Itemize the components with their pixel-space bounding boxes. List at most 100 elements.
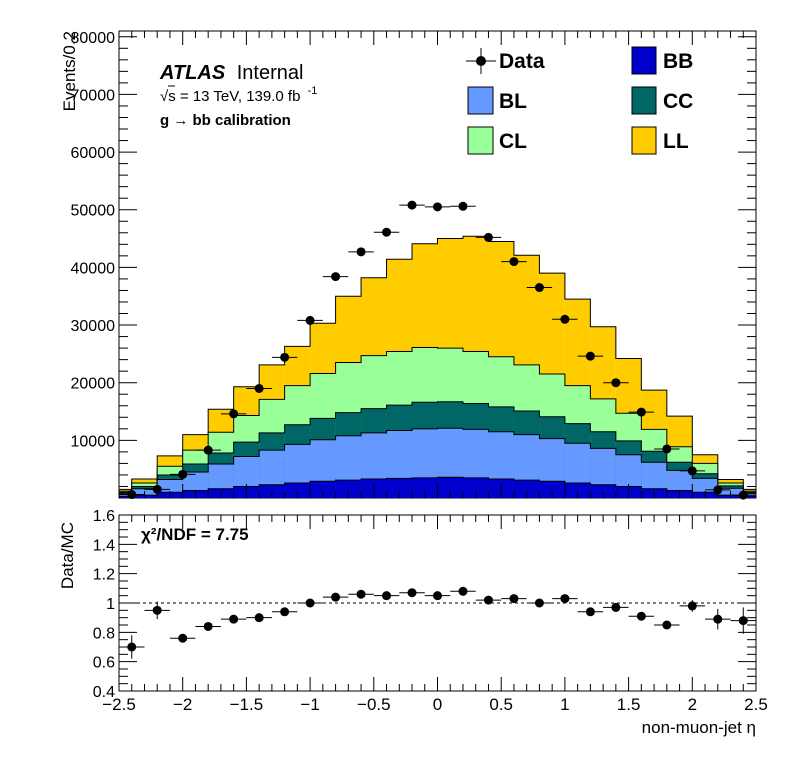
legend-entry-bl: BL <box>467 86 527 115</box>
main-y-axis-title: Events/0.2 <box>60 31 79 111</box>
svg-text:ATLAS Internal: ATLAS Internal <box>159 62 303 84</box>
hist-outline-ll <box>119 235 756 490</box>
ratio-axes: 0.4 0.6 0.8 1 1.2 1.4 1.6 −2.5 −2 −1.5 −1 −0.5 0 0.5 1… <box>93 508 768 714</box>
ratio-point <box>713 614 723 624</box>
ratio-ytick-label: 0.4 <box>93 684 115 701</box>
x-axis-title: non-muon-jet η <box>642 718 756 737</box>
main-ytick-label: 10000 <box>71 433 116 450</box>
data-point <box>534 283 544 293</box>
data-point <box>178 469 188 479</box>
x-tick-label: 0.5 <box>489 695 513 714</box>
legend-label-cc: CC <box>663 90 693 113</box>
data-point <box>407 200 417 210</box>
ratio-point <box>534 598 544 608</box>
main-ytick-label: 40000 <box>71 260 116 277</box>
legend-swatch-bb <box>631 46 657 75</box>
hist-bar-bl <box>743 493 756 498</box>
chi2-label: χ²/NDF = 7.75 <box>141 525 249 544</box>
data-point <box>382 227 392 237</box>
x-tick-label: −1 <box>300 695 319 714</box>
legend-swatch-cc <box>631 86 657 115</box>
data-point <box>331 272 341 282</box>
legend-entry-cl: CL <box>467 126 527 155</box>
main-ytick-label: 70000 <box>71 87 116 104</box>
ratio-point <box>611 602 621 612</box>
data-point <box>458 201 468 211</box>
hist-bar-bb <box>284 483 311 498</box>
data-point <box>687 466 697 476</box>
data-point <box>433 202 442 212</box>
data-point <box>203 445 213 455</box>
main-panel: 10000 20000 30000 40000 50000 60000 70000 80000… <box>60 30 757 500</box>
ratio-point <box>127 642 137 652</box>
x-tick-label: −2 <box>173 695 192 714</box>
ratio-point <box>738 616 748 626</box>
main-ytick-label: 50000 <box>71 203 116 220</box>
selection-label: g → bb calibration <box>160 112 291 129</box>
ratio-ytick-label: 0.6 <box>93 655 115 672</box>
ratio-point <box>305 598 315 608</box>
energy-exponent: -1 <box>308 85 318 97</box>
legend-data-marker <box>476 56 486 66</box>
hist-bar-bb <box>462 477 489 498</box>
ratio-ytick-label: 1 <box>106 596 115 613</box>
hist-outline-cl <box>119 347 756 492</box>
hist-outline-bl <box>119 427 756 494</box>
data-point <box>611 378 621 388</box>
data-point <box>585 351 595 361</box>
hist-bar-bb <box>743 496 756 498</box>
x-tick-label: 0 <box>433 695 442 714</box>
data-points <box>119 200 756 500</box>
hist-bar-bb <box>386 478 413 498</box>
atlas-suffix: Internal <box>237 62 304 84</box>
hist-bar-bb <box>437 477 463 498</box>
hist-outline-cc <box>119 401 756 493</box>
legend-entry-ll: LL <box>631 126 689 155</box>
main-ytick-label: 80000 <box>71 30 116 47</box>
ratio-point <box>152 605 162 615</box>
ratio-point <box>687 601 697 611</box>
data-point <box>483 232 493 242</box>
ratio-point <box>636 611 646 621</box>
legend-swatch-ll <box>631 126 657 155</box>
ratio-point <box>331 592 341 602</box>
legend-entry-data: Data <box>466 48 545 74</box>
main-ytick-label: 30000 <box>71 318 116 335</box>
main-ytick-label: 60000 <box>71 145 116 162</box>
hist-bar-bb <box>335 480 362 498</box>
hist-bar-bb <box>310 481 336 498</box>
data-point <box>560 314 570 324</box>
ratio-point <box>509 594 519 604</box>
data-point <box>152 484 162 494</box>
ratio-point <box>585 607 595 617</box>
ratio-point <box>662 620 672 630</box>
legend-entry-cc: CC <box>631 86 693 115</box>
data-point <box>636 407 646 417</box>
energy-label: √s = 13 TeV, 139.0 fb <box>160 88 300 105</box>
x-tick-label: 2 <box>688 695 697 714</box>
legend-swatch-cl <box>467 126 494 155</box>
legend-label-bl: BL <box>499 90 527 113</box>
ratio-point <box>458 586 468 596</box>
ratio-panel: 0.4 0.6 0.8 1 1.2 1.4 1.6 −2.5 −2 −1.5 −1 −0.5 0 0.5 1… <box>58 508 768 737</box>
legend-label-cl: CL <box>499 130 527 153</box>
hist-bar-bb <box>513 480 540 498</box>
legend-label-ll: LL <box>663 130 689 153</box>
ratio-point <box>254 613 264 623</box>
stacked-histogram <box>119 235 756 499</box>
legend-label-data: Data <box>499 50 545 73</box>
ratio-ytick-label: 0.8 <box>93 625 115 642</box>
ratio-ytick-label: 1.2 <box>93 567 115 584</box>
ratio-point <box>433 591 442 601</box>
data-point <box>713 485 723 495</box>
hist-bar-bl <box>119 493 132 498</box>
ratio-point <box>203 621 213 631</box>
ratio-point <box>483 595 493 605</box>
data-point <box>356 247 366 257</box>
data-point <box>254 383 264 393</box>
legend-swatch-bl <box>467 86 494 115</box>
x-tick-label: 1.5 <box>617 695 641 714</box>
data-point <box>509 257 519 267</box>
data-point <box>662 444 672 454</box>
